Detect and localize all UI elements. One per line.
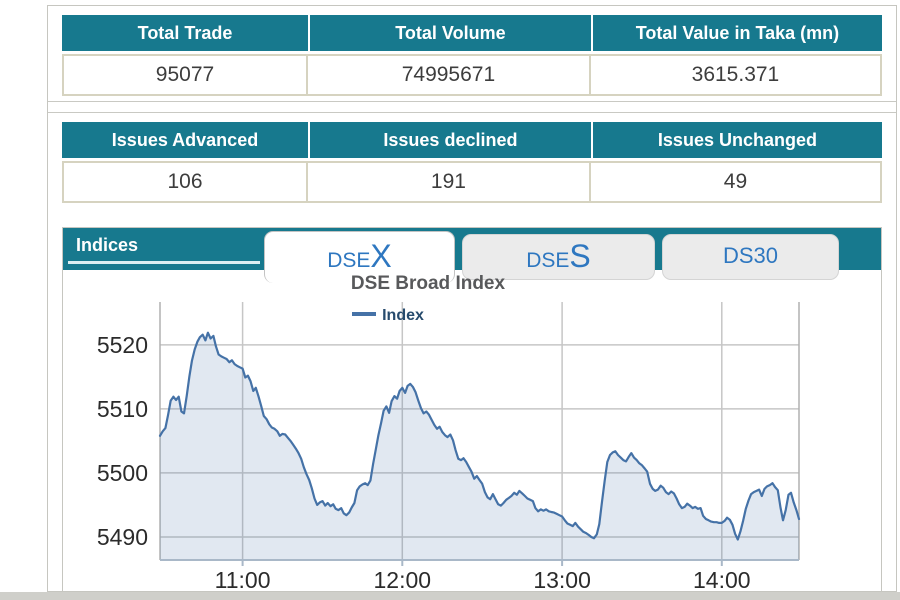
- summary-table-section: Total Trade Total Volume Total Value in …: [48, 6, 896, 102]
- tab-dses[interactable]: DSES: [462, 234, 655, 280]
- summary-header-total-volume: Total Volume: [308, 15, 591, 51]
- issues-value-advanced: 106: [62, 161, 308, 203]
- svg-text:12:00: 12:00: [374, 567, 432, 591]
- tab-ds30[interactable]: DS30: [662, 234, 839, 280]
- legend-label: Index: [382, 307, 424, 324]
- svg-text:11:00: 11:00: [215, 567, 271, 591]
- svg-text:14:00: 14:00: [693, 567, 751, 591]
- svg-text:5520: 5520: [97, 332, 148, 358]
- index-area-chart: 5490 5500 5510 5520 11:00 12:00 13:00 14:00: [97, 302, 801, 591]
- summary-header-total-value: Total Value in Taka (mn): [590, 15, 882, 51]
- legend-line-swatch-icon: [352, 312, 377, 317]
- chart-title: DSE Broad Index: [350, 273, 506, 294]
- svg-text:5500: 5500: [97, 460, 148, 486]
- summary-table: Total Trade Total Volume Total Value in …: [62, 12, 882, 99]
- issues-table-header-row: Issues Advanced Issues declined Issues U…: [62, 122, 882, 158]
- tab-dsex-label-suffix: X: [370, 238, 392, 274]
- issues-header-advanced: Issues Advanced: [62, 122, 308, 158]
- tab-dses-label-suffix: S: [569, 238, 591, 274]
- summary-value-total-trade: 95077: [62, 54, 308, 96]
- issues-table-value-row: 106 191 49: [62, 161, 882, 203]
- issues-header-declined: Issues declined: [308, 122, 591, 158]
- issues-header-unchanged: Issues Unchanged: [590, 122, 882, 158]
- page-wrapper: Total Trade Total Volume Total Value in …: [47, 5, 897, 592]
- issues-value-declined: 191: [308, 161, 591, 203]
- tab-dses-label-prefix: DSE: [526, 249, 570, 272]
- issues-value-unchanged: 49: [590, 161, 882, 203]
- issues-table: Issues Advanced Issues declined Issues U…: [62, 119, 882, 206]
- issues-table-section: Issues Advanced Issues declined Issues U…: [48, 112, 896, 208]
- indices-underline: [68, 261, 260, 264]
- tab-ds30-label: DS30: [722, 243, 779, 268]
- summary-table-header-row: Total Trade Total Volume Total Value in …: [62, 15, 882, 51]
- summary-value-total-volume: 74995671: [308, 54, 591, 96]
- svg-text:13:00: 13:00: [533, 567, 591, 591]
- tab-dsex-label-prefix: DSE: [327, 249, 371, 272]
- summary-header-total-trade: Total Trade: [62, 15, 308, 51]
- svg-text:5490: 5490: [97, 524, 148, 550]
- summary-table-value-row: 95077 74995671 3615.371: [62, 54, 882, 96]
- chart-legend[interactable]: Index: [288, 307, 488, 325]
- tab-dsex[interactable]: DSEX: [264, 231, 455, 283]
- indices-panel-title: Indices: [76, 235, 139, 255]
- svg-text:5510: 5510: [97, 396, 148, 422]
- summary-value-total-value: 3615.371: [590, 54, 882, 96]
- indices-panel: Indices DSEX DSES DS30 DSE Broad Index I…: [62, 227, 882, 592]
- page-bottom-strip: [0, 592, 900, 600]
